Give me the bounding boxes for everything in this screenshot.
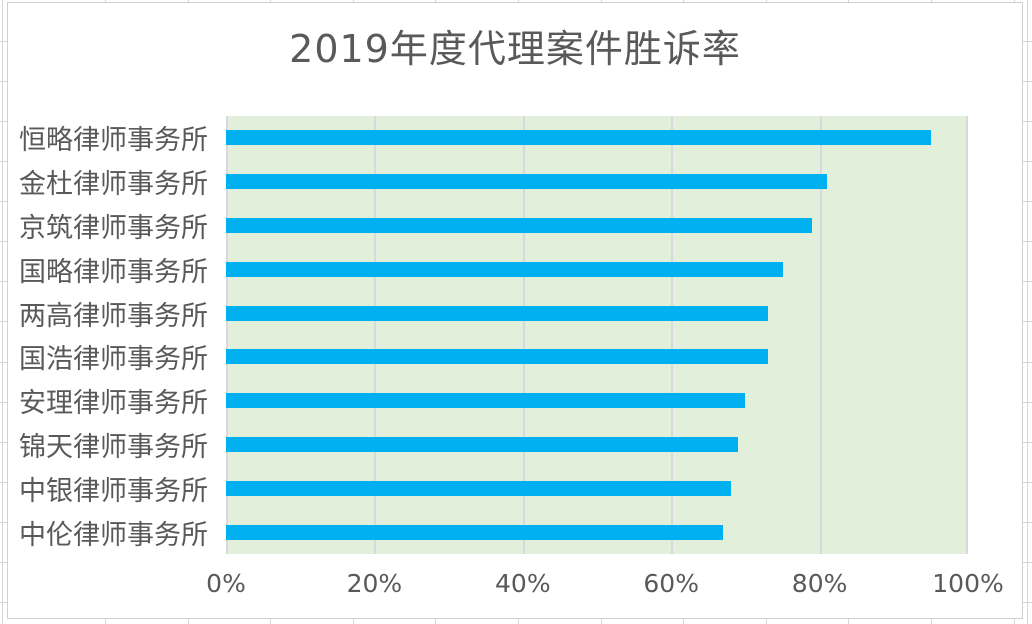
category-label: 京筑律师事务所 [19,212,208,244]
plot-gridline [523,116,525,554]
sheet-column-gridline [2,0,3,624]
category-label: 中银律师事务所 [19,475,208,507]
bar-中银律师事务所[interactable] [226,480,731,496]
bar-安理律师事务所[interactable] [226,393,746,409]
chart-object[interactable]: 2019年度代理案件胜诉率 恒略律师事务所 金杜律师事务所 京筑律师事务所 国略律师事… [7,2,1023,619]
plot-gridline [820,116,822,554]
bar-国略律师事务所[interactable] [226,261,783,277]
category-axis[interactable]: 恒略律师事务所 金杜律师事务所 京筑律师事务所 国略律师事务所 两高律师事务所 国浩律师事… [8,116,208,554]
bar-京筑律师事务所[interactable] [226,218,813,233]
category-label: 两高律师事务所 [19,300,208,332]
sheet-column-gridline [1027,0,1028,624]
plot-gridline [226,116,228,554]
category-label: 国略律师事务所 [19,256,208,288]
category-label: 国浩律师事务所 [19,344,208,376]
x-tick-label: 100% [932,569,1004,598]
x-tick-label: 80% [791,569,848,598]
category-label: 安理律师事务所 [19,388,208,420]
category-label: 金杜律师事务所 [19,169,208,201]
bar-国浩律师事务所[interactable] [226,349,768,365]
bar-锦天律师事务所[interactable] [226,437,738,452]
bar-中伦律师事务所[interactable] [226,524,724,540]
bar-金杜律师事务所[interactable] [226,174,828,190]
x-tick-label: 40% [495,569,551,598]
category-label: 中伦律师事务所 [19,519,208,551]
category-label: 锦天律师事务所 [19,431,208,463]
category-label: 恒略律师事务所 [19,125,208,157]
chart-title[interactable]: 2019年度代理案件胜诉率 [289,27,741,71]
x-tick-label: 20% [346,569,403,598]
bar-两高律师事务所[interactable] [226,305,768,321]
x-tick-label: 60% [643,569,699,598]
plot-area[interactable] [226,116,968,554]
plot-gridline [966,116,968,554]
plot-gridline [671,116,673,554]
bar-恒略律师事务所[interactable] [226,130,931,146]
value-axis[interactable]: 0% 20% 40% 60% 80% 100% [8,569,1022,603]
x-tick-label: 0% [206,569,246,598]
plot-gridline [374,116,376,554]
